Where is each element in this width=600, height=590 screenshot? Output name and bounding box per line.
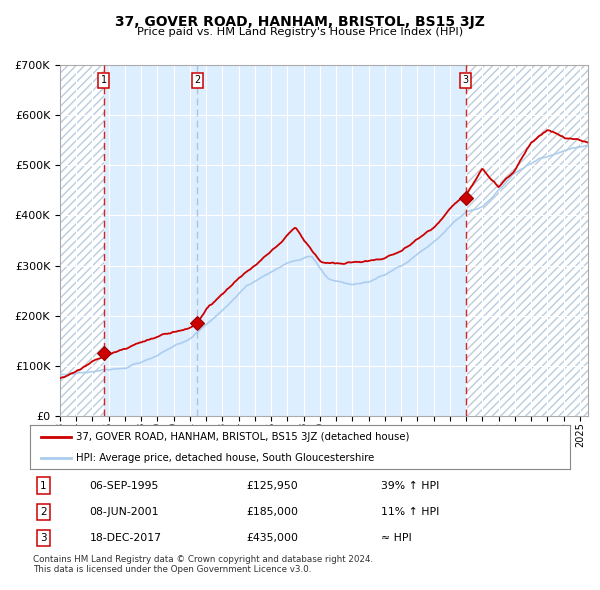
Bar [60,65,104,416]
Text: 37, GOVER ROAD, HANHAM, BRISTOL, BS15 3JZ: 37, GOVER ROAD, HANHAM, BRISTOL, BS15 3J… [115,15,485,29]
Text: £185,000: £185,000 [246,507,298,517]
Text: Price paid vs. HM Land Registry's House Price Index (HPI): Price paid vs. HM Land Registry's House … [137,27,463,37]
Text: 1: 1 [40,480,47,490]
Bar [466,65,588,416]
Text: HPI: Average price, detached house, South Gloucestershire: HPI: Average price, detached house, Sout… [76,453,374,463]
Text: 06-SEP-1995: 06-SEP-1995 [89,480,159,490]
Text: ≈ HPI: ≈ HPI [381,533,412,543]
Bar [466,65,588,416]
Text: 37, GOVER ROAD, HANHAM, BRISTOL, BS15 3JZ (detached house): 37, GOVER ROAD, HANHAM, BRISTOL, BS15 3J… [76,432,409,442]
Text: 1: 1 [100,76,107,86]
Text: 3: 3 [463,76,469,86]
Text: 08-JUN-2001: 08-JUN-2001 [89,507,159,517]
Bar [60,65,104,416]
Text: 11% ↑ HPI: 11% ↑ HPI [381,507,439,517]
Text: 2: 2 [194,76,200,86]
Text: £125,950: £125,950 [246,480,298,490]
Text: 18-DEC-2017: 18-DEC-2017 [89,533,161,543]
Text: 39% ↑ HPI: 39% ↑ HPI [381,480,439,490]
Text: 3: 3 [40,533,47,543]
Text: Contains HM Land Registry data © Crown copyright and database right 2024.: Contains HM Land Registry data © Crown c… [33,555,373,563]
Text: £435,000: £435,000 [246,533,298,543]
Text: This data is licensed under the Open Government Licence v3.0.: This data is licensed under the Open Gov… [33,565,311,573]
Text: 2: 2 [40,507,47,517]
